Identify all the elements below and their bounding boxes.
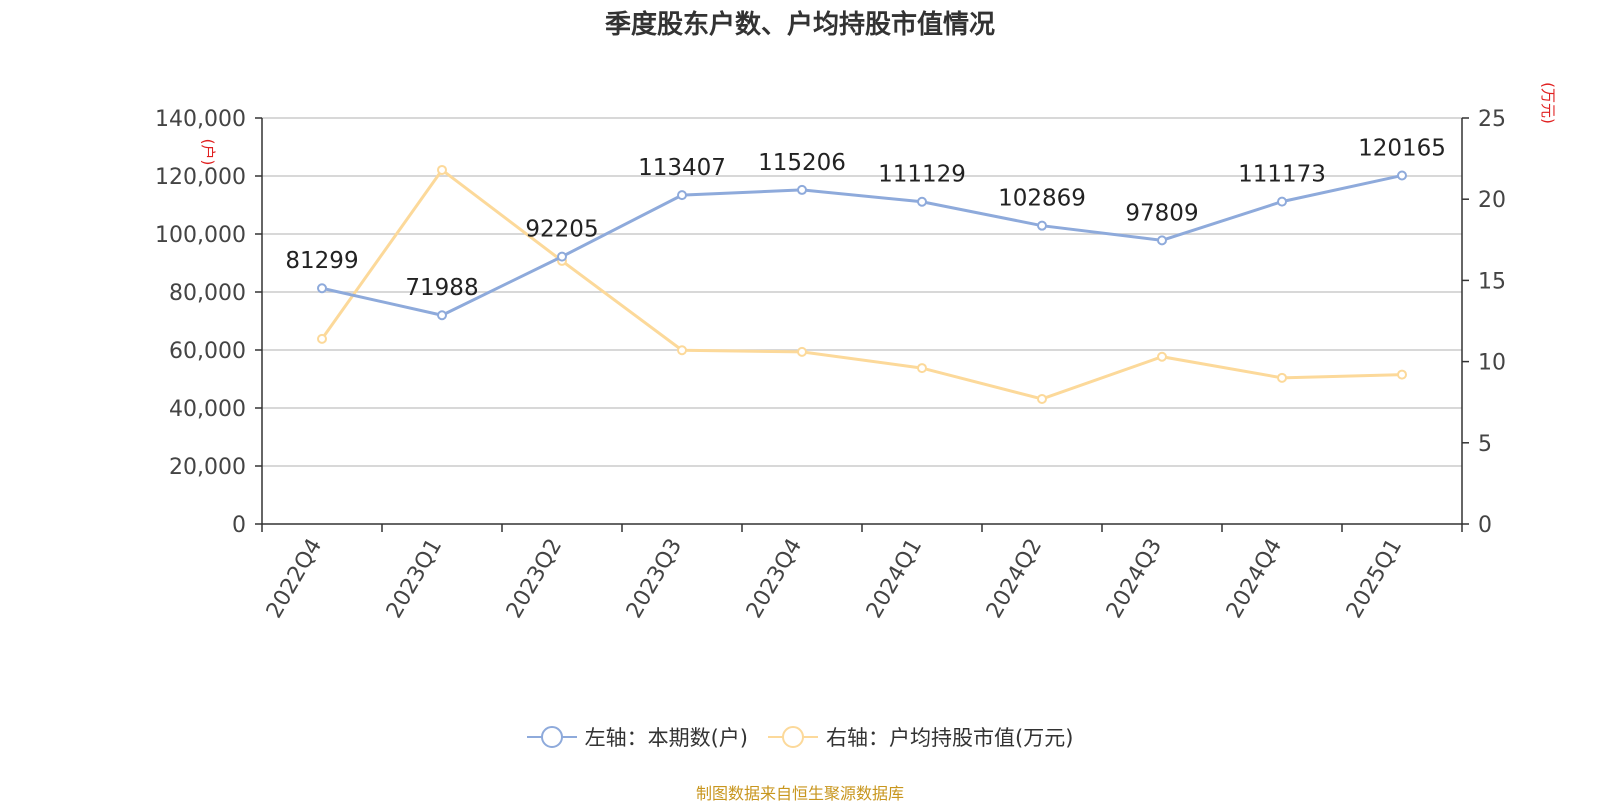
chart-title: 季度股东户数、户均持股市值情况 — [604, 10, 995, 40]
series-line-left — [321, 174, 1403, 317]
left-axis-tick-label: 100,000 — [155, 223, 246, 248]
series-line-right — [320, 167, 1403, 401]
data-point-right — [677, 345, 687, 356]
legend-item-series1[interactable]: 左轴：本期数(户) — [526, 722, 748, 752]
right-axis-tick-label: 0 — [1478, 513, 1492, 538]
data-point-right — [317, 333, 327, 344]
x-axis-tick-label: 2024Q4 — [1222, 535, 1287, 623]
x-axis-tick-label: 2025Q1 — [1342, 535, 1407, 623]
legend: 左轴：本期数(户) 右轴：户均持股市值(万元) — [0, 722, 1600, 752]
right-axis-unit: (万元) — [1539, 82, 1557, 124]
data-point-right — [797, 346, 807, 357]
right-axis-tick-label: 20 — [1478, 188, 1506, 213]
x-axis-tick-label: 2024Q1 — [862, 535, 927, 623]
x-axis-tick-label: 2024Q3 — [1102, 535, 1167, 623]
right-axis-tick-label: 5 — [1478, 432, 1492, 457]
data-label-left: 113407 — [638, 155, 726, 181]
left-axis-tick-label: 60,000 — [169, 339, 246, 364]
legend-item-series2[interactable]: 右轴：户均持股市值(万元) — [768, 722, 1073, 752]
left-axis-unit: (户) — [199, 139, 217, 166]
legend-label-series2: 右轴：户均持股市值(万元) — [826, 726, 1074, 750]
x-axis-tick-label: 2022Q4 — [262, 535, 327, 623]
data-point-left — [1397, 170, 1407, 181]
data-label-left: 111173 — [1238, 162, 1326, 188]
left-axis-tick-label: 40,000 — [169, 397, 246, 422]
data-label-left: 115206 — [758, 150, 846, 176]
legend-swatch-series2 — [768, 726, 818, 748]
data-label-left: 92205 — [525, 217, 598, 243]
data-point-right — [1397, 369, 1407, 380]
x-axis-tick-label: 2024Q2 — [982, 535, 1047, 623]
data-point-right — [1037, 393, 1047, 404]
data-point-right — [917, 363, 927, 374]
legend-label-series1: 左轴：本期数(户) — [584, 726, 748, 750]
x-axis-tick-label: 2023Q4 — [742, 535, 807, 623]
data-point-left — [1277, 196, 1287, 207]
left-axis-tick-label: 20,000 — [169, 455, 246, 480]
data-point-right — [1157, 351, 1167, 362]
data-label-left: 97809 — [1125, 200, 1198, 226]
data-point-left — [437, 310, 447, 321]
data-point-right — [1277, 372, 1287, 383]
data-point-left — [1037, 220, 1047, 231]
x-axis-tick-label: 2023Q1 — [382, 535, 447, 623]
data-source-note: 制图数据来自恒生聚源数据库 — [695, 784, 904, 803]
data-label-left: 71988 — [405, 275, 478, 301]
x-axis-tick-label: 2023Q3 — [622, 535, 687, 623]
legend-swatch-series1 — [526, 726, 577, 748]
data-point-left — [917, 196, 927, 207]
data-point-left — [557, 251, 567, 262]
data-label-left: 120165 — [1358, 136, 1446, 162]
data-point-left — [797, 184, 807, 195]
left-axis-tick-label: 80,000 — [169, 281, 246, 306]
data-label-left: 111129 — [878, 162, 966, 188]
x-axis-tick-label: 2023Q2 — [502, 535, 567, 623]
data-label-left: 81299 — [285, 248, 358, 274]
data-label-left: 102869 — [998, 186, 1086, 212]
right-axis-tick-label: 25 — [1478, 107, 1506, 132]
left-axis-tick-label: 120,000 — [155, 165, 246, 190]
left-axis-tick-label: 0 — [232, 513, 246, 538]
data-point-left — [677, 190, 687, 201]
left-axis-tick-label: 140,000 — [155, 107, 246, 132]
data-point-right — [437, 164, 447, 175]
right-axis-tick-label: 15 — [1478, 269, 1506, 294]
right-axis-tick-label: 10 — [1478, 351, 1506, 376]
data-point-left — [1157, 235, 1167, 246]
data-point-left — [317, 283, 327, 294]
